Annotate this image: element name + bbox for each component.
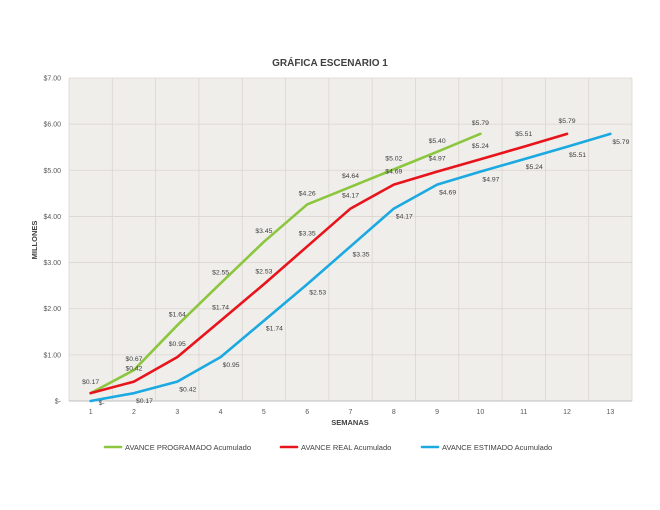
x-tick-label: 2 bbox=[132, 409, 136, 416]
grid bbox=[68, 77, 633, 402]
data-label: $4.97 bbox=[429, 156, 446, 163]
data-label: $5.79 bbox=[472, 120, 489, 127]
data-label: $2.55 bbox=[212, 269, 229, 276]
data-label: $2.53 bbox=[309, 289, 326, 296]
y-tick-label: $6.00 bbox=[43, 122, 61, 129]
data-label: $1.74 bbox=[212, 305, 229, 312]
y-tick-label: $3.00 bbox=[43, 260, 61, 267]
legend: AVANCE PROGRAMADO Acumulado AVANCE REAL A… bbox=[103, 443, 552, 452]
x-tick-label: 13 bbox=[606, 409, 614, 416]
data-label: $0.42 bbox=[125, 366, 142, 373]
x-tick-label: 5 bbox=[262, 409, 266, 416]
data-label: $3.35 bbox=[299, 230, 316, 237]
data-label: $5.02 bbox=[385, 155, 402, 162]
data-label: $4.64 bbox=[342, 173, 359, 180]
data-label: $5.51 bbox=[515, 131, 532, 138]
series-line-1 bbox=[89, 132, 482, 395]
data-label: $4.17 bbox=[396, 214, 413, 221]
data-label: $- bbox=[99, 400, 105, 407]
data-labels-layer: $0.17 $0.67 $1.64 $2.55 $3.45 $4.26 $4.64 $5.02… bbox=[82, 118, 629, 407]
y-tick-label: $2.00 bbox=[43, 306, 61, 313]
data-label: $1.64 bbox=[169, 311, 186, 318]
x-tick-label: 8 bbox=[392, 409, 396, 416]
x-tick-label: 11 bbox=[520, 409, 527, 416]
legend-label: AVANCE ESTIMADO Acumulado bbox=[442, 443, 552, 452]
data-label: $4.17 bbox=[342, 193, 359, 200]
data-label: $0.42 bbox=[179, 387, 196, 394]
data-label: $1.74 bbox=[266, 326, 283, 333]
data-label: $5.24 bbox=[526, 164, 543, 171]
y-axis-ticks: $- $1.00 $2.00 $3.00 $4.00 $5.00 $6.00 $7.00 bbox=[43, 76, 61, 406]
x-axis-title: SEMANAS bbox=[331, 418, 369, 427]
data-label: $0.95 bbox=[223, 362, 240, 369]
x-tick-label: 6 bbox=[305, 409, 309, 416]
data-label: $0.17 bbox=[82, 379, 99, 386]
legend-item-2: AVANCE REAL Acumulado bbox=[279, 443, 391, 452]
data-label: $0.17 bbox=[136, 398, 153, 405]
legend-label: AVANCE REAL Acumulado bbox=[301, 443, 391, 452]
data-label: $2.53 bbox=[255, 268, 272, 275]
legend-item-3: AVANCE ESTIMADO Acumulado bbox=[420, 443, 552, 452]
y-tick-label: $4.00 bbox=[43, 214, 61, 221]
data-label: $4.69 bbox=[385, 169, 402, 176]
x-tick-label: 9 bbox=[435, 409, 439, 416]
legend-label: AVANCE PROGRAMADO Acumulado bbox=[125, 443, 251, 452]
chart-title: GRÁFICA ESCENARIO 1 bbox=[272, 56, 388, 69]
y-tick-label: $- bbox=[55, 399, 62, 406]
data-label: $3.45 bbox=[255, 228, 272, 235]
plot-area bbox=[69, 78, 632, 401]
series-line-2 bbox=[89, 132, 569, 395]
data-label: $5.24 bbox=[472, 143, 489, 150]
data-label: $0.67 bbox=[125, 356, 142, 363]
x-tick-label: 1 bbox=[89, 409, 93, 416]
x-tick-label: 12 bbox=[563, 409, 571, 416]
data-label: $0.95 bbox=[169, 341, 186, 348]
data-label: $4.69 bbox=[439, 190, 456, 197]
data-label: $3.35 bbox=[353, 251, 370, 258]
data-label: $4.97 bbox=[482, 177, 499, 184]
series-line-3 bbox=[89, 132, 612, 403]
y-tick-label: $7.00 bbox=[43, 76, 61, 83]
x-axis-ticks: 1 2 3 4 5 6 7 8 9 10 11 12 13 bbox=[89, 409, 615, 416]
legend-item-1: AVANCE PROGRAMADO Acumulado bbox=[103, 443, 251, 452]
y-tick-label: $1.00 bbox=[43, 352, 61, 359]
data-label: $5.79 bbox=[559, 118, 576, 125]
y-tick-label: $5.00 bbox=[43, 168, 61, 175]
data-label: $5.79 bbox=[612, 139, 629, 146]
data-label: $5.51 bbox=[569, 152, 586, 159]
x-tick-label: 4 bbox=[219, 409, 223, 416]
x-tick-label: 10 bbox=[477, 409, 485, 416]
series-layer bbox=[89, 132, 612, 403]
x-tick-label: 3 bbox=[175, 409, 179, 416]
data-label: $4.26 bbox=[299, 190, 316, 197]
x-tick-label: 7 bbox=[349, 409, 353, 416]
y-axis-title: MILLONES bbox=[30, 221, 39, 260]
data-label: $5.40 bbox=[429, 138, 446, 145]
